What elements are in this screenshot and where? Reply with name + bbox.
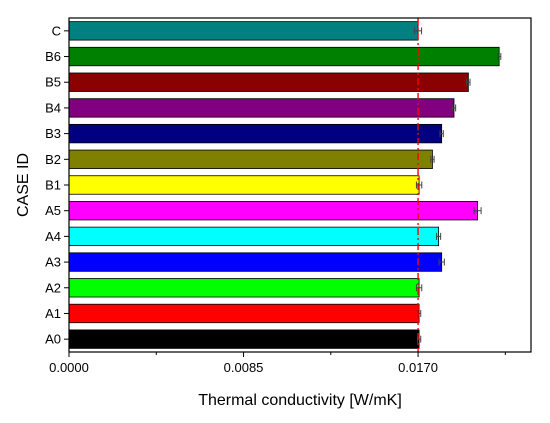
y-tick-label-b6: B6	[45, 49, 61, 64]
error-bar-b5	[466, 78, 471, 86]
x-tick-label: 0.0085	[224, 360, 264, 375]
error-bar-a4	[436, 232, 442, 240]
y-tick-label-c: C	[52, 23, 61, 38]
y-tick-label-b2: B2	[45, 152, 61, 167]
error-bar-a3	[438, 258, 445, 266]
x-axis-title: Thermal conductivity [W/mK]	[198, 392, 402, 409]
error-bar-a2	[415, 284, 423, 292]
y-tick-label-b3: B3	[45, 126, 61, 141]
bar-a1	[68, 303, 420, 324]
error-bar-b2	[430, 155, 435, 163]
y-axis-title: CASE ID	[15, 153, 32, 217]
bar-b1	[68, 175, 420, 195]
error-bar-a5	[473, 207, 482, 215]
bar-a3	[68, 252, 443, 272]
y-tick-label-a2: A2	[45, 280, 61, 295]
error-bar-b4	[451, 104, 457, 112]
bars-layer	[68, 21, 502, 349]
bar-b2	[68, 149, 433, 169]
error-bar-b6	[497, 53, 502, 61]
y-tick-label-a5: A5	[45, 203, 61, 218]
bar-a5	[68, 201, 479, 221]
x-tick-label: 0.0170	[398, 360, 438, 375]
error-bar-b3	[439, 130, 444, 138]
ticks-layer: C B6 B5 B4 B3 B2 B1 A5 A4 A3 A2 A1 A0 0.0000 0.0085 0.0…	[45, 23, 506, 375]
bar-b6	[68, 46, 500, 67]
error-bar-b1	[415, 181, 423, 189]
error-bar-c	[414, 27, 423, 35]
x-tick-label: 0.0000	[49, 360, 89, 375]
bar-b4	[68, 98, 455, 118]
y-tick-label-a1: A1	[45, 306, 61, 321]
y-tick-label-b4: B4	[45, 100, 61, 115]
bar-a2	[68, 278, 420, 298]
y-tick-label-a3: A3	[45, 255, 61, 270]
bar-c	[68, 21, 419, 41]
bar-b3	[68, 123, 443, 144]
bar-a4	[68, 226, 440, 247]
y-tick-label-a4: A4	[45, 229, 61, 244]
bar-a0	[68, 329, 420, 349]
y-tick-label-b5: B5	[45, 75, 61, 90]
bar-b5	[68, 72, 469, 92]
y-tick-label-b1: B1	[45, 178, 61, 193]
y-tick-label-a0: A0	[45, 332, 61, 347]
